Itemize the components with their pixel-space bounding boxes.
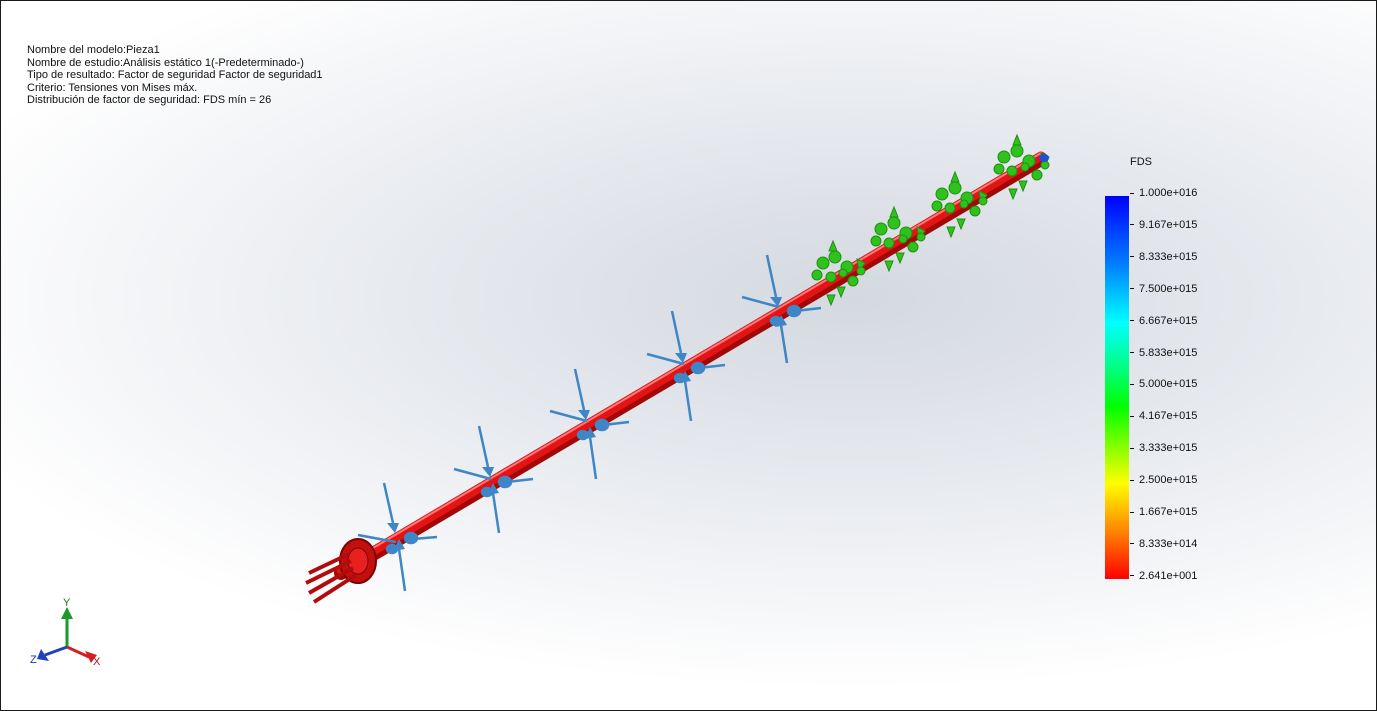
legend-tick: 1.667e+015 [1130, 506, 1197, 518]
fds-distribution: Distribución de factor de seguridad: FDS… [27, 94, 272, 106]
criterion: Criterio: Tensiones von Mises máx. [27, 81, 198, 94]
legend-tick: 6.667e+015 [1130, 315, 1197, 327]
z-axis-label: Z [30, 654, 37, 666]
legend-tick: 5.000e+015 [1130, 378, 1197, 390]
fixture-arrows [811, 133, 1050, 307]
force-arrow-icon [453, 425, 534, 534]
coordinate-triad-icon[interactable]: Y X Z [29, 597, 109, 677]
force-arrow-icon [646, 310, 726, 422]
force-arrow-icon [549, 368, 630, 480]
shaft-highlight [336, 151, 1046, 575]
legend-tick: 5.833e+015 [1130, 347, 1197, 359]
force-arrow-icon [741, 254, 822, 364]
legend-tick: 2.641e+001 [1130, 570, 1197, 582]
force-arrows [357, 254, 822, 592]
legend-tick: 2.500e+015 [1130, 474, 1197, 486]
legend-title: FDS [1130, 156, 1152, 168]
legend-tick: 4.167e+015 [1130, 410, 1197, 422]
result-type: Tipo de resultado: Factor de seguridad F… [27, 69, 323, 81]
y-axis-label: Y [63, 597, 71, 609]
legend-tick: 9.167e+015 [1130, 219, 1197, 231]
force-arrow-icon [357, 482, 438, 592]
legend-tick: 3.333e+015 [1130, 442, 1197, 454]
model-name: Nombre del modelo:Pieza1 [27, 44, 160, 56]
legend-tick: 8.333e+015 [1130, 251, 1197, 263]
x-axis-label: X [93, 656, 101, 668]
hub[interactable] [305, 538, 377, 604]
fixture-arrow-icon [811, 239, 866, 307]
shaft-end-marker [1039, 154, 1049, 162]
study-name: Nombre de estudio:Análisis estático 1(-P… [27, 56, 304, 69]
legend-tick: 7.500e+015 [1130, 283, 1197, 295]
study-info: Nombre del modelo:Pieza1 Nombre de estud… [27, 44, 323, 107]
legend-colorbar [1105, 196, 1129, 579]
shaft-shine [340, 152, 1042, 568]
legend-tick: 8.333e+014 [1130, 538, 1197, 550]
legend-tick: 1.000e+016 [1130, 187, 1197, 199]
fixture-arrow-icon [870, 205, 926, 273]
fixture-arrow-icon [931, 170, 988, 239]
